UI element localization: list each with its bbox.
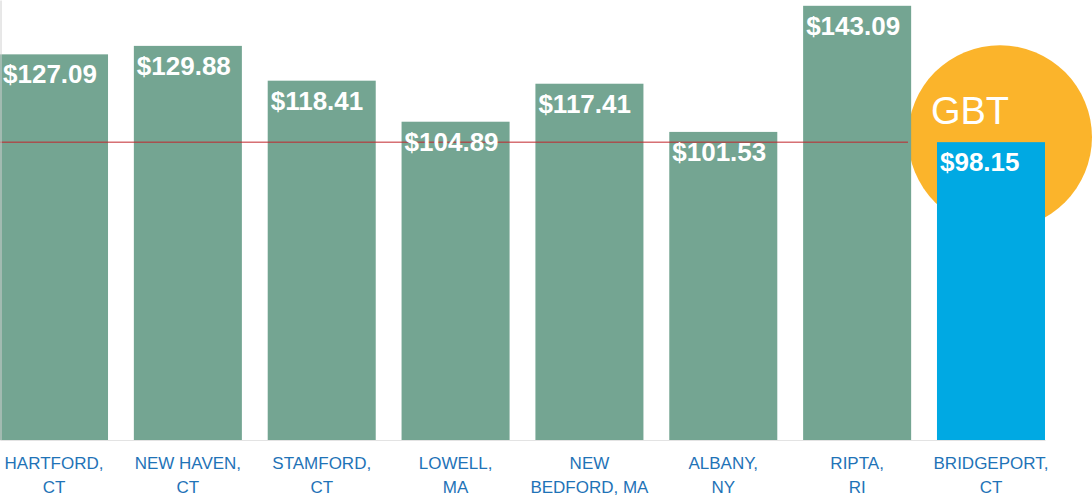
data-label: $104.89 — [405, 127, 499, 157]
bar — [402, 122, 510, 440]
category-label-line: LOWELL, — [419, 454, 493, 473]
annotation-text: GBT — [931, 90, 1009, 132]
category-label: STAMFORD, CT — [272, 454, 371, 497]
bar — [0, 54, 108, 440]
bar — [134, 46, 242, 440]
category-label-line: BEDFORD, MA — [530, 478, 649, 497]
x-tick: HARTFORD, CT — [5, 440, 104, 497]
x-tick: RIPTA, RI — [830, 440, 884, 497]
category-label: BRIDGEPORT, CT — [934, 454, 1049, 497]
category-label-line: CT — [310, 478, 333, 497]
category-label-line: HARTFORD, — [5, 454, 104, 473]
data-label: $101.53 — [672, 137, 766, 167]
category-label-line: MA — [443, 478, 469, 497]
category-label-line: ALBANY, — [688, 454, 758, 473]
y-axis — [1, 1, 2, 441]
x-axis-line — [1, 440, 1046, 441]
x-tick: NEW HAVEN, CT — [135, 440, 241, 497]
bars — [0, 6, 1045, 440]
category-label-line: CT — [43, 478, 66, 497]
x-axis: HARTFORD, CT NEW HAVEN, CT STAMFORD, CT LOWELL… — [1, 440, 1049, 497]
category-label: HARTFORD, CT — [5, 454, 104, 497]
bar — [803, 6, 911, 440]
category-label-line: NEW — [570, 454, 610, 473]
category-label-line: RIPTA, — [830, 454, 884, 473]
data-label: $118.41 — [271, 86, 364, 116]
category-label: RIPTA, RI — [830, 454, 884, 497]
category-label-line: STAMFORD, — [272, 454, 371, 473]
category-label: ALBANY, NY — [688, 454, 758, 497]
category-label-line: NY — [711, 478, 735, 497]
category-label-line: NEW HAVEN, — [135, 454, 241, 473]
data-label: $127.09 — [3, 59, 97, 89]
category-label: NEW BEDFORD, MA — [530, 454, 649, 497]
y-axis-line — [1, 1, 2, 441]
category-label-line: RI — [849, 478, 866, 497]
category-label: NEW HAVEN, CT — [135, 454, 241, 497]
data-label: $129.88 — [137, 51, 231, 81]
category-label-line: CT — [177, 478, 200, 497]
bar — [669, 132, 777, 440]
data-label: $98.15 — [940, 147, 1020, 177]
x-tick: BRIDGEPORT, CT — [934, 440, 1049, 497]
x-tick: ALBANY, NY — [688, 440, 758, 497]
category-label-line: CT — [980, 478, 1003, 497]
bar — [535, 84, 643, 440]
data-label: $143.09 — [806, 11, 900, 41]
data-labels: $127.09 $129.88 $118.41 $104.89 $117.41 $101.… — [3, 11, 1020, 177]
bar — [937, 142, 1045, 440]
data-label: $117.41 — [538, 89, 631, 119]
category-label: LOWELL, MA — [419, 454, 493, 497]
x-tick: NEW BEDFORD, MA — [530, 440, 649, 497]
bar — [268, 81, 376, 440]
x-tick: STAMFORD, CT — [272, 440, 371, 497]
x-tick: LOWELL, MA — [419, 440, 493, 497]
category-label-line: BRIDGEPORT, — [934, 454, 1049, 473]
chart: HARTFORD, CT NEW HAVEN, CT STAMFORD, CT LOWELL… — [0, 0, 1092, 502]
